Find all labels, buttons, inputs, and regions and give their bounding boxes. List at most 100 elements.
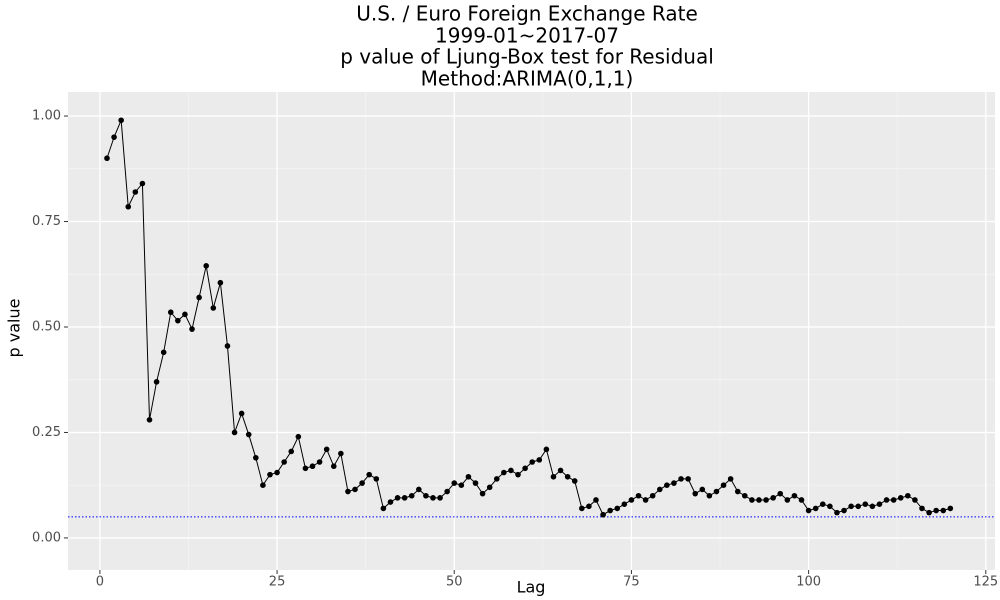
data-point [897,495,904,501]
data-point [727,476,734,482]
data-point [876,501,883,507]
data-point [933,507,939,514]
data-point [352,486,358,493]
data-point [104,155,110,162]
data-point [111,134,117,140]
data-point [493,476,500,482]
data-point [444,488,450,495]
data-point [819,501,826,507]
data-point [373,476,380,482]
data-point [501,469,507,476]
data-point [416,486,422,493]
data-point [642,497,649,503]
x-tick-label: 50 [446,575,463,590]
data-point [614,505,621,512]
data-point [267,471,273,478]
x-tick-label: 25 [269,575,286,590]
data-point [217,279,224,286]
data-point [167,309,174,316]
data-point [515,471,521,478]
data-point [855,503,862,510]
data-point [883,497,890,503]
data-point [912,497,918,503]
data-point [139,180,146,187]
data-point [586,503,592,510]
data-point [260,482,266,489]
data-point [713,488,720,495]
data-point [827,503,833,510]
data-point [189,326,195,332]
data-point [564,473,571,480]
y-tick-label: 0.00 [32,530,61,545]
data-point [224,343,231,349]
data-point [380,505,387,512]
y-tick-label: 0.50 [32,319,61,334]
data-point [734,488,741,495]
x-tick-label: 100 [796,575,821,590]
data-point [763,497,769,503]
data-point [330,463,337,470]
data-point [430,495,436,501]
data-point [848,503,854,510]
data-point [890,497,897,503]
x-tick-label: 75 [623,575,640,590]
data-point [798,497,805,503]
data-point [423,492,429,499]
data-point [281,459,287,465]
chart-title: U.S. / Euro Foreign Exchange Rate [356,2,698,26]
data-point [756,497,762,503]
data-point [508,467,514,474]
data-point [628,497,635,503]
data-point [593,497,599,503]
data-point [359,480,365,486]
chart-title: p value of Ljung-Box test for Residual [340,45,714,69]
data-point [451,480,458,486]
data-point [529,459,536,465]
data-point [458,482,465,489]
data-point [784,497,791,503]
x-tick-label: 0 [96,575,104,590]
data-point [401,495,408,501]
data-point [692,490,699,497]
data-point [316,459,323,465]
data-point [671,480,677,486]
data-point [196,294,202,301]
data-point [749,497,755,503]
data-point [345,488,351,495]
data-point [118,117,124,124]
data-point [919,505,925,512]
data-point [210,305,217,311]
data-point [600,511,606,518]
data-point [862,501,869,507]
data-point [146,417,153,423]
chart-title: 1999-01~2017-07 [435,24,619,48]
data-point [387,499,394,505]
data-point [543,446,550,453]
data-point [777,490,784,497]
data-point [274,469,280,476]
data-point [245,431,252,438]
data-point [607,507,613,514]
data-point [706,492,713,499]
data-point [678,476,684,482]
data-point [536,457,543,463]
data-point [940,507,947,514]
data-point [238,410,245,417]
data-point [302,465,309,472]
y-tick-label: 0.25 [32,425,61,440]
data-point [366,471,373,478]
data-point [153,379,160,385]
data-point [288,448,295,455]
data-point [579,505,585,512]
x-tick-label: 125 [973,575,998,590]
data-point [557,467,564,474]
data-point [834,509,840,516]
data-point [685,476,691,482]
data-point [309,463,316,470]
data-point [635,492,642,499]
data-point [947,505,954,512]
panel [68,92,995,570]
data-point [125,203,132,210]
y-tick-label: 1.00 [32,109,61,124]
